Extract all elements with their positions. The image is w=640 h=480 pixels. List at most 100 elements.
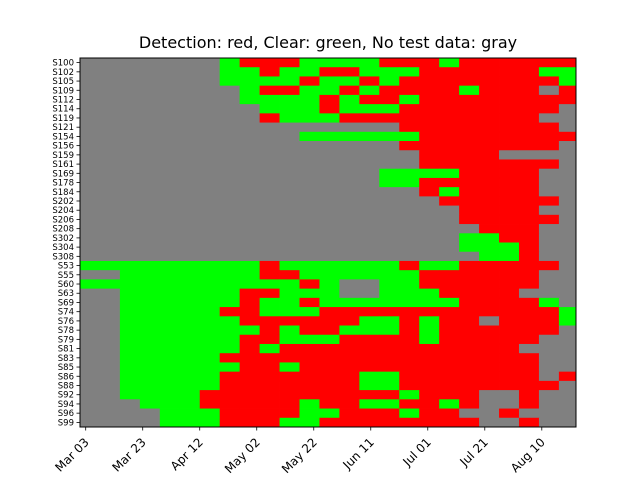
heatmap-cell <box>199 141 221 151</box>
heatmap-cell <box>179 343 201 354</box>
heatmap-cell <box>219 76 241 87</box>
heatmap-cell <box>279 325 300 336</box>
heatmap-cell <box>319 168 340 179</box>
heatmap-cell <box>439 159 460 170</box>
heatmap-cell <box>538 334 560 345</box>
heatmap-cell <box>219 187 241 197</box>
heatmap-cell <box>518 58 540 68</box>
heatmap-cell <box>359 187 380 197</box>
heatmap-cell <box>399 362 420 373</box>
heatmap-cell <box>80 251 101 262</box>
heatmap-cell <box>299 380 320 391</box>
heatmap-cell <box>538 196 560 207</box>
heatmap-cell <box>219 150 241 160</box>
heatmap-cell <box>538 150 560 160</box>
heatmap-cell <box>279 399 300 409</box>
heatmap-cell <box>319 85 340 96</box>
heatmap-cell <box>558 122 577 133</box>
heatmap-cell <box>239 316 260 326</box>
heatmap-cell <box>80 94 101 105</box>
heatmap-cell <box>499 85 520 96</box>
heatmap-cell <box>259 288 280 299</box>
heatmap-cell <box>399 76 420 87</box>
heatmap-cell <box>518 343 540 354</box>
heatmap-cell <box>80 196 101 207</box>
y-tick-label: S55 <box>58 271 74 281</box>
heatmap-cell <box>499 104 520 114</box>
heatmap-cell <box>119 104 141 114</box>
heatmap-cell <box>479 233 500 243</box>
heatmap-cell <box>399 353 420 363</box>
heatmap-cell <box>159 279 181 290</box>
heatmap-cell <box>239 94 260 105</box>
heatmap-cell <box>119 279 141 290</box>
heatmap-cell <box>179 67 201 77</box>
heatmap-cell <box>479 58 500 68</box>
heatmap-cell <box>439 297 460 308</box>
heatmap-cell <box>139 408 161 419</box>
heatmap-cell <box>359 67 380 77</box>
heatmap-cell <box>119 113 141 123</box>
heatmap-cell <box>139 297 161 308</box>
heatmap-cell <box>99 417 121 428</box>
heatmap-cell <box>279 417 300 428</box>
heatmap-cell <box>399 408 420 419</box>
heatmap-cell <box>239 85 260 96</box>
heatmap-cell <box>379 196 400 207</box>
heatmap-cell <box>558 177 577 188</box>
heatmap-cell <box>99 224 121 234</box>
heatmap-cell <box>239 159 260 170</box>
heatmap-cell <box>499 399 520 409</box>
heatmap-cell <box>159 168 181 179</box>
heatmap-cell <box>179 390 201 400</box>
heatmap-cell <box>279 94 300 105</box>
y-tick-label: S78 <box>58 326 74 336</box>
heatmap-cell <box>299 150 320 160</box>
heatmap-cell <box>219 113 241 123</box>
heatmap-cell <box>139 390 161 400</box>
heatmap-cell <box>99 159 121 170</box>
heatmap-cell <box>199 58 221 68</box>
heatmap-cell <box>99 196 121 207</box>
heatmap-cell <box>99 113 121 123</box>
x-axis: Mar 03 Mar 23 Apr 12 May 02 May 22 Jun 11 Jul … <box>52 427 548 476</box>
heatmap-cell <box>119 325 141 336</box>
heatmap-cell <box>239 371 260 382</box>
heatmap-cell <box>99 380 121 391</box>
heatmap-cell <box>259 104 280 114</box>
heatmap-cell <box>359 288 380 299</box>
heatmap-cell <box>518 288 540 299</box>
heatmap-cell <box>419 76 440 87</box>
heatmap-cell <box>139 343 161 354</box>
heatmap-cell <box>538 270 560 280</box>
heatmap-cell <box>139 353 161 363</box>
heatmap-cell <box>499 67 520 77</box>
heatmap-cell <box>538 122 560 133</box>
heatmap-cell <box>239 196 260 207</box>
heatmap-cell <box>518 76 540 87</box>
heatmap-cell <box>259 399 280 409</box>
heatmap-cell <box>399 260 420 271</box>
heatmap-cell <box>558 260 577 271</box>
heatmap-cell <box>518 251 540 262</box>
heatmap-cell <box>419 242 440 253</box>
heatmap-cell <box>439 58 460 68</box>
heatmap-cell <box>558 113 577 123</box>
heatmap-cell <box>99 343 121 354</box>
heatmap-cell <box>179 288 201 299</box>
heatmap-cell <box>319 131 340 142</box>
heatmap-cell <box>139 224 161 234</box>
heatmap-cell <box>299 233 320 243</box>
heatmap-cell <box>219 288 241 299</box>
heatmap-cell <box>239 76 260 87</box>
heatmap-cell <box>259 214 280 225</box>
heatmap-cell <box>80 177 101 188</box>
heatmap-cell <box>379 85 400 96</box>
heatmap-cell <box>319 408 340 419</box>
heatmap-cell <box>419 187 440 197</box>
heatmap-cell <box>80 297 101 308</box>
heatmap-cell <box>558 408 577 419</box>
heatmap-cell <box>399 205 420 216</box>
y-tick-label: S154 <box>52 132 74 142</box>
heatmap-cell <box>459 113 480 123</box>
